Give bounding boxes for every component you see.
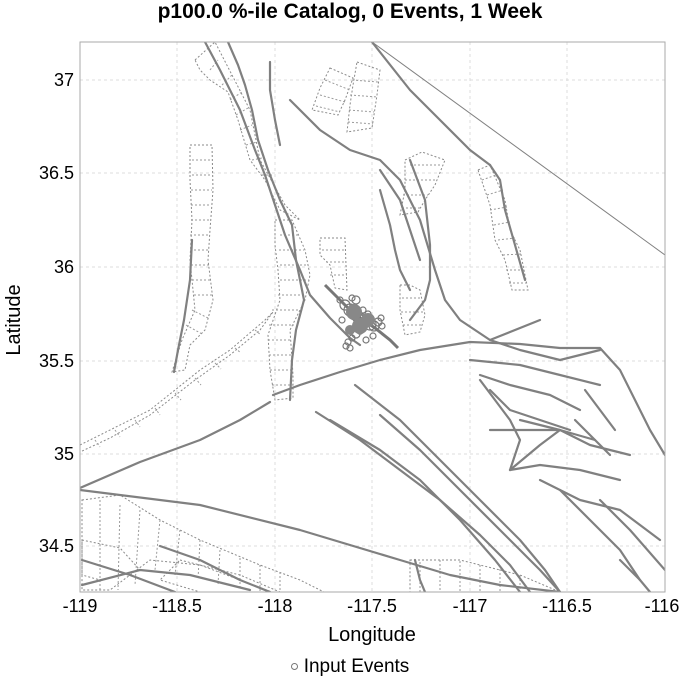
- x-tick-label: -117.5: [347, 596, 397, 616]
- fault-plane-hatching: [94, 59, 527, 592]
- y-axis-title: Latitude: [3, 284, 25, 355]
- x-tick-label: -116.5: [542, 596, 592, 616]
- fault-plane-outlines: [80, 42, 561, 592]
- y-tick-label: 35: [54, 444, 74, 464]
- x-tick-label: -118: [258, 596, 293, 616]
- x-tick-label: -117: [453, 596, 488, 616]
- y-tick-label: 36: [54, 257, 74, 277]
- map-title: p100.0 %-ile Catalog, 0 Events, 1 Week: [157, 0, 543, 23]
- y-tick-labels: 37 36.5 36 35.5 35 34.5: [39, 70, 74, 556]
- fault-traces: [80, 42, 665, 592]
- y-tick-label: 34.5: [39, 536, 74, 556]
- y-tick-label: 35.5: [39, 351, 74, 371]
- y-tick-label: 36.5: [39, 163, 74, 183]
- plot-frame: [79, 41, 666, 593]
- x-axis-title: Longitude: [328, 624, 416, 646]
- legend-label: Input Events: [303, 656, 410, 677]
- x-tick-label: -116: [645, 596, 680, 616]
- input-events: [323, 283, 400, 352]
- legend: Input Events: [0, 656, 700, 678]
- x-tick-labels: -119 -118.5 -118 -117.5 -117 -116.5 -116: [63, 596, 680, 616]
- fault-map: -119 -118.5 -118 -117.5 -117 -116.5 -116…: [3, 41, 680, 646]
- event-marker-icon: [290, 663, 298, 671]
- x-tick-label: -118.5: [152, 596, 202, 616]
- boundary-line: [371, 42, 665, 256]
- x-tick-label: -119: [63, 596, 98, 616]
- y-tick-label: 37: [54, 70, 74, 90]
